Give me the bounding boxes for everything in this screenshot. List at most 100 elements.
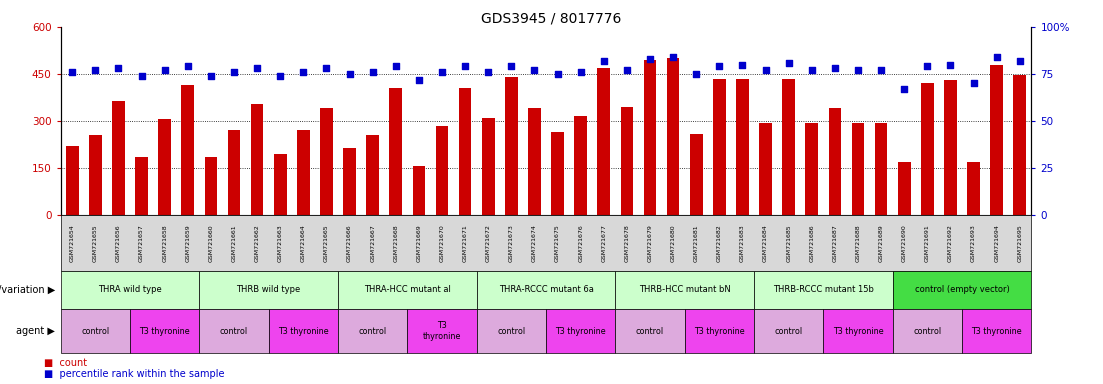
- Text: T3 thyronine: T3 thyronine: [555, 327, 606, 336]
- Point: [965, 80, 983, 86]
- Text: GSM721695: GSM721695: [1017, 224, 1022, 262]
- Text: control: control: [497, 327, 525, 336]
- Text: GSM721687: GSM721687: [833, 224, 837, 262]
- Text: GSM721690: GSM721690: [901, 224, 907, 262]
- Text: GDS3945 / 8017776: GDS3945 / 8017776: [481, 12, 622, 25]
- Text: GSM721681: GSM721681: [694, 224, 698, 262]
- Text: GSM721664: GSM721664: [301, 224, 306, 262]
- Text: GSM721683: GSM721683: [740, 224, 745, 262]
- Text: THRA-RCCC mutant 6a: THRA-RCCC mutant 6a: [499, 285, 593, 295]
- Bar: [575, 116, 587, 215]
- Point: [733, 61, 751, 68]
- Bar: [159, 119, 171, 215]
- Point: [318, 65, 335, 71]
- Point: [571, 69, 589, 75]
- Text: THRA wild type: THRA wild type: [98, 285, 162, 295]
- Bar: [113, 101, 125, 215]
- Bar: [875, 122, 888, 215]
- Text: GSM721689: GSM721689: [879, 224, 884, 262]
- Point: [457, 63, 474, 70]
- Point: [480, 69, 497, 75]
- Bar: [528, 108, 540, 215]
- Text: T3
thyronine: T3 thyronine: [422, 321, 461, 341]
- Bar: [921, 83, 933, 215]
- Text: T3 thyronine: T3 thyronine: [972, 327, 1022, 336]
- Text: GSM721693: GSM721693: [971, 224, 976, 262]
- Bar: [482, 118, 494, 215]
- Text: GSM721659: GSM721659: [185, 224, 191, 262]
- Text: GSM721672: GSM721672: [485, 224, 491, 262]
- Bar: [181, 85, 194, 215]
- Text: GSM721678: GSM721678: [624, 224, 630, 262]
- Point: [132, 73, 150, 79]
- Text: T3 thyronine: T3 thyronine: [139, 327, 190, 336]
- Point: [433, 69, 451, 75]
- Point: [757, 67, 774, 73]
- Text: GSM721688: GSM721688: [856, 224, 860, 262]
- Point: [295, 69, 312, 75]
- Text: GSM721673: GSM721673: [508, 224, 514, 262]
- Text: T3 thyronine: T3 thyronine: [833, 327, 884, 336]
- Text: GSM721661: GSM721661: [232, 224, 236, 262]
- Bar: [343, 147, 356, 215]
- Bar: [413, 166, 426, 215]
- Point: [896, 86, 913, 92]
- Bar: [898, 162, 911, 215]
- Bar: [552, 132, 564, 215]
- Text: GSM721666: GSM721666: [347, 224, 352, 262]
- Text: GSM721686: GSM721686: [810, 224, 814, 262]
- Text: GSM721685: GSM721685: [786, 224, 791, 262]
- Text: control: control: [358, 327, 387, 336]
- Bar: [759, 122, 772, 215]
- Text: GSM721674: GSM721674: [532, 224, 537, 262]
- Text: GSM721667: GSM721667: [371, 224, 375, 262]
- Point: [872, 67, 890, 73]
- Point: [341, 71, 358, 77]
- Bar: [320, 108, 333, 215]
- Text: GSM721675: GSM721675: [555, 224, 560, 262]
- Bar: [89, 135, 101, 215]
- Point: [849, 67, 867, 73]
- Text: T3 thyronine: T3 thyronine: [694, 327, 745, 336]
- Point: [63, 69, 81, 75]
- Text: GSM721684: GSM721684: [763, 224, 768, 262]
- Point: [641, 56, 658, 62]
- Point: [687, 71, 705, 77]
- Text: GSM721691: GSM721691: [924, 224, 930, 262]
- Bar: [297, 131, 310, 215]
- Bar: [204, 157, 217, 215]
- Point: [271, 73, 289, 79]
- Bar: [459, 88, 471, 215]
- Point: [595, 58, 612, 64]
- Text: GSM721668: GSM721668: [394, 224, 398, 262]
- Bar: [852, 122, 865, 215]
- Point: [826, 65, 844, 71]
- Point: [248, 65, 266, 71]
- Point: [526, 67, 544, 73]
- Point: [548, 71, 566, 77]
- Bar: [644, 60, 656, 215]
- Point: [710, 63, 728, 70]
- Bar: [227, 131, 240, 215]
- Text: THRA-HCC mutant al: THRA-HCC mutant al: [364, 285, 451, 295]
- Text: GSM721665: GSM721665: [324, 224, 329, 262]
- Bar: [736, 79, 749, 215]
- Text: GSM721654: GSM721654: [69, 224, 75, 262]
- Text: control: control: [913, 327, 941, 336]
- Text: GSM721669: GSM721669: [416, 224, 421, 262]
- Point: [803, 67, 821, 73]
- Point: [503, 63, 521, 70]
- Bar: [250, 104, 264, 215]
- Text: GSM721692: GSM721692: [947, 224, 953, 262]
- Point: [410, 76, 428, 83]
- Bar: [990, 65, 1003, 215]
- Bar: [436, 126, 448, 215]
- Point: [618, 67, 635, 73]
- Bar: [66, 146, 78, 215]
- Text: T3 thyronine: T3 thyronine: [278, 327, 329, 336]
- Text: GSM721671: GSM721671: [462, 224, 468, 262]
- Bar: [944, 80, 956, 215]
- Bar: [805, 122, 818, 215]
- Point: [364, 69, 382, 75]
- Bar: [713, 79, 726, 215]
